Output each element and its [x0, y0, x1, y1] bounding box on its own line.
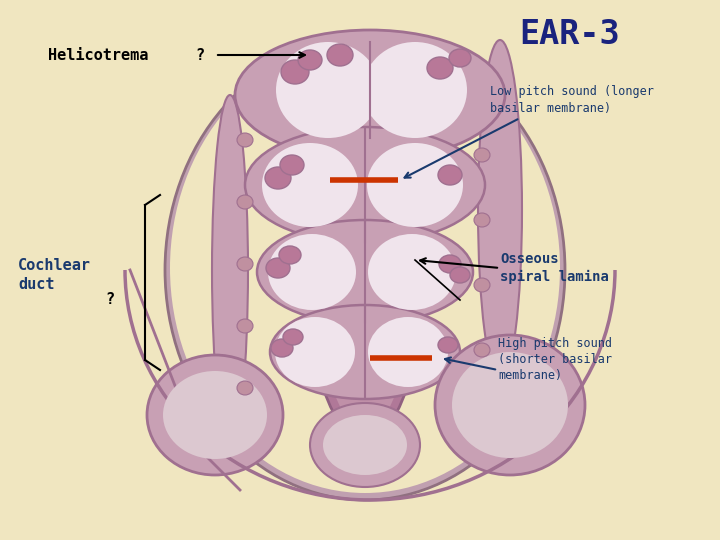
Ellipse shape	[474, 148, 490, 162]
Ellipse shape	[449, 49, 471, 67]
Ellipse shape	[237, 195, 253, 209]
Ellipse shape	[368, 317, 448, 387]
Ellipse shape	[438, 165, 462, 185]
Ellipse shape	[265, 167, 291, 189]
Ellipse shape	[262, 143, 358, 227]
Ellipse shape	[427, 57, 453, 79]
Ellipse shape	[170, 43, 560, 493]
Ellipse shape	[268, 234, 356, 310]
Ellipse shape	[439, 255, 461, 273]
Text: High pitch sound
(shorter basilar
membrane): High pitch sound (shorter basilar membra…	[498, 338, 612, 382]
Ellipse shape	[281, 60, 309, 84]
Ellipse shape	[327, 44, 353, 66]
Ellipse shape	[307, 100, 423, 440]
Ellipse shape	[147, 355, 283, 475]
Ellipse shape	[237, 381, 253, 395]
Ellipse shape	[279, 246, 301, 264]
Ellipse shape	[237, 133, 253, 147]
Ellipse shape	[276, 42, 380, 138]
Text: Helicotrema: Helicotrema	[48, 48, 148, 63]
Ellipse shape	[298, 50, 322, 70]
Ellipse shape	[165, 40, 565, 500]
Ellipse shape	[450, 267, 470, 283]
Ellipse shape	[474, 278, 490, 292]
Ellipse shape	[237, 257, 253, 271]
Ellipse shape	[478, 40, 522, 380]
Text: ?: ?	[105, 293, 114, 307]
Ellipse shape	[435, 335, 585, 475]
Ellipse shape	[310, 403, 420, 487]
Ellipse shape	[317, 110, 413, 430]
Ellipse shape	[275, 317, 355, 387]
Text: Cochlear
duct: Cochlear duct	[18, 258, 91, 292]
Ellipse shape	[368, 234, 456, 310]
Ellipse shape	[245, 127, 485, 243]
Ellipse shape	[474, 213, 490, 227]
Ellipse shape	[235, 30, 505, 160]
Ellipse shape	[474, 343, 490, 357]
Ellipse shape	[270, 305, 460, 399]
Ellipse shape	[237, 319, 253, 333]
Text: Low pitch sound (longer
basilar membrane): Low pitch sound (longer basilar membrane…	[490, 85, 654, 115]
Text: ?: ?	[195, 48, 204, 63]
Ellipse shape	[452, 352, 568, 458]
Text: Osseous
spiral lamina: Osseous spiral lamina	[500, 252, 609, 284]
Ellipse shape	[283, 329, 303, 345]
Ellipse shape	[363, 42, 467, 138]
Ellipse shape	[323, 415, 407, 475]
Text: EAR-3: EAR-3	[520, 18, 621, 51]
Ellipse shape	[367, 143, 463, 227]
Ellipse shape	[163, 371, 267, 459]
Ellipse shape	[266, 258, 290, 278]
Ellipse shape	[280, 155, 304, 175]
Ellipse shape	[271, 339, 293, 357]
Ellipse shape	[257, 220, 473, 324]
Ellipse shape	[438, 337, 458, 353]
Ellipse shape	[212, 95, 248, 445]
